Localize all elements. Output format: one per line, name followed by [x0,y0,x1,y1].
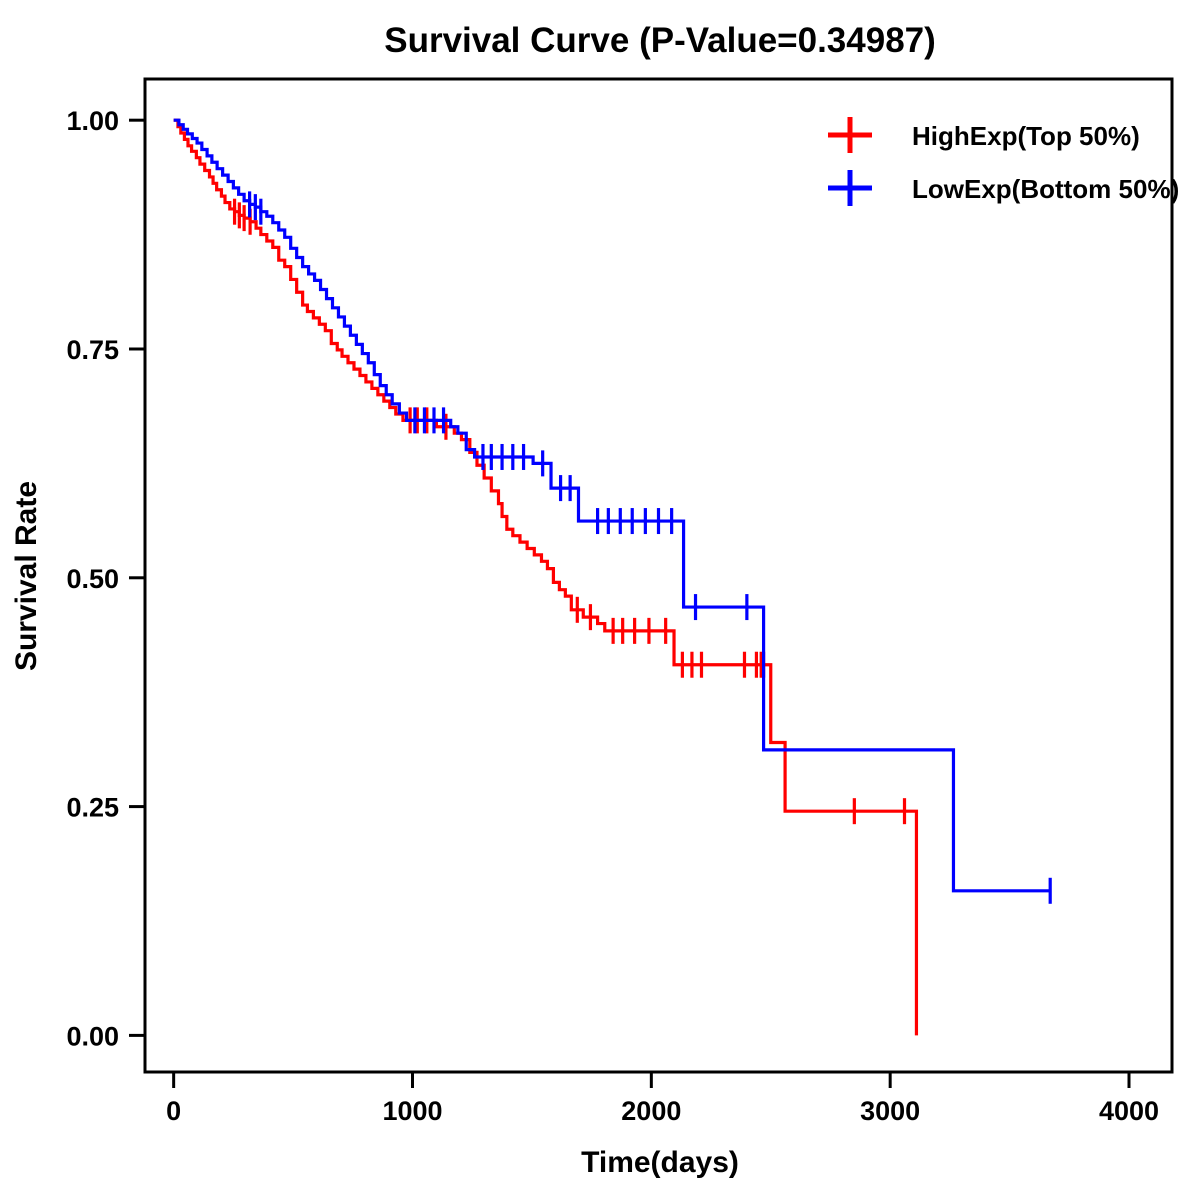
y-axis-tick-labels: 0.00 0.25 0.50 0.75 1.00 [66,106,119,1051]
km-step-line [173,118,1051,893]
series-layer [173,118,1052,1036]
y-tick-label-3: 0.75 [66,335,119,365]
y-axis-ticks [129,118,145,1037]
legend-label-1: LowExp(Bottom 50%) [912,174,1179,204]
legend-item-high-exp[interactable]: HighExp(Top 50%) [828,117,1140,153]
plot-frame [143,77,1174,1074]
x-tick-label-3: 3000 [860,1096,920,1126]
y-axis-title: Survival Rate [10,481,43,671]
x-tick-label-0: 0 [166,1096,181,1126]
x-axis-tick-labels: 0 1000 2000 3000 4000 [166,1096,1159,1126]
legend-item-low-exp[interactable]: LowExp(Bottom 50%) [828,170,1179,206]
censor-marks [248,191,1052,904]
x-axis-title: Time(days) [581,1146,739,1179]
chart-legend: HighExp(Top 50%) LowExp(Bottom 50%) [828,117,1179,206]
y-tick-label-4: 1.00 [66,106,119,136]
x-axis-ticks [172,1072,1131,1088]
y-tick-label-2: 0.50 [66,564,119,594]
y-tick-label-0: 0.00 [66,1021,119,1051]
series-low-exp [173,118,1052,904]
x-tick-label-4: 4000 [1099,1096,1159,1126]
legend-label-0: HighExp(Top 50%) [912,121,1140,151]
x-tick-label-2: 2000 [621,1096,681,1126]
x-tick-label-1: 1000 [382,1096,442,1126]
y-tick-label-1: 0.25 [66,793,119,823]
km-step-line [173,118,919,1036]
chart-title: Survival Curve (P-Value=0.34987) [384,21,936,60]
